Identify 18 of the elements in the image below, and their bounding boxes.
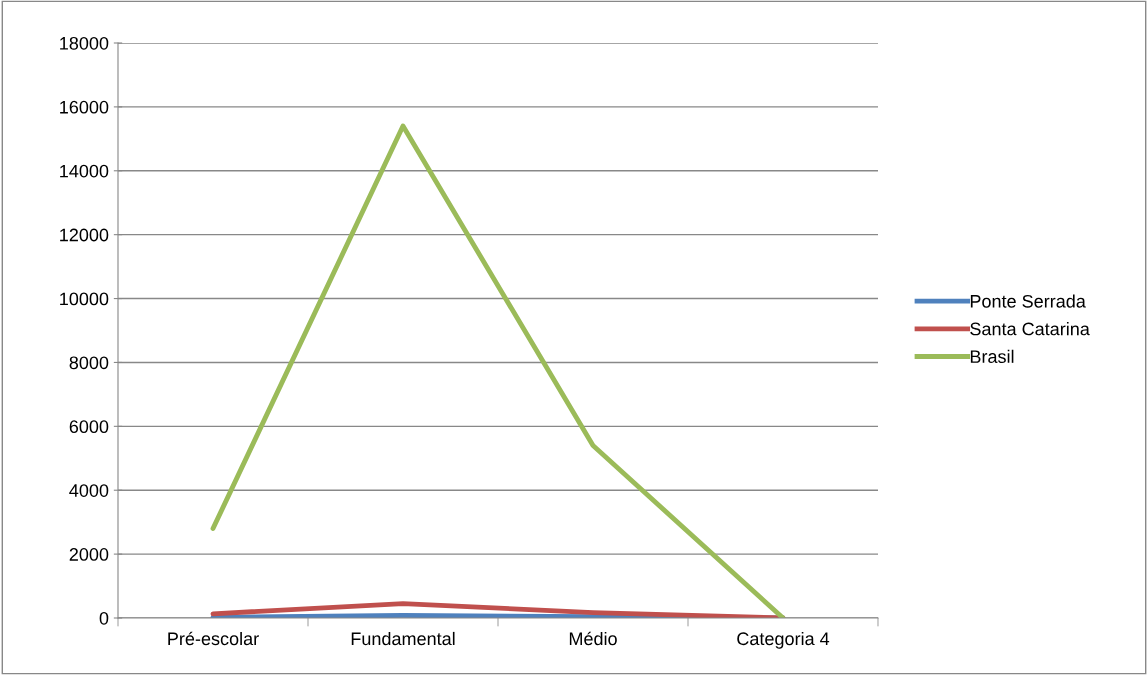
y-tick-label: 8000 <box>69 356 109 370</box>
line-series <box>210 123 786 618</box>
y-tick-label: 18000 <box>60 36 109 50</box>
x-tick-label: Pré-escolar <box>168 631 259 646</box>
y-tick-label: 6000 <box>69 420 109 434</box>
y-tick-label: 12000 <box>60 228 109 242</box>
y-tick-label: 2000 <box>69 548 109 561</box>
y-tick-label: 0 <box>99 611 109 625</box>
y-tick-label: 10000 <box>60 292 109 306</box>
legend-label: Santa Catarina <box>970 322 1090 336</box>
y-tick-label: 14000 <box>60 164 109 178</box>
x-tick-label: Fundamental <box>351 631 455 646</box>
x-tick-label: Categoria 4 <box>737 631 830 649</box>
x-tick-label: Médio <box>569 631 617 646</box>
legend-label: Brasil <box>970 349 1014 364</box>
y-tick-label: 4000 <box>69 484 109 497</box>
y-tick-label: 16000 <box>60 100 109 114</box>
legend-label: Ponte Serrada <box>970 294 1086 308</box>
